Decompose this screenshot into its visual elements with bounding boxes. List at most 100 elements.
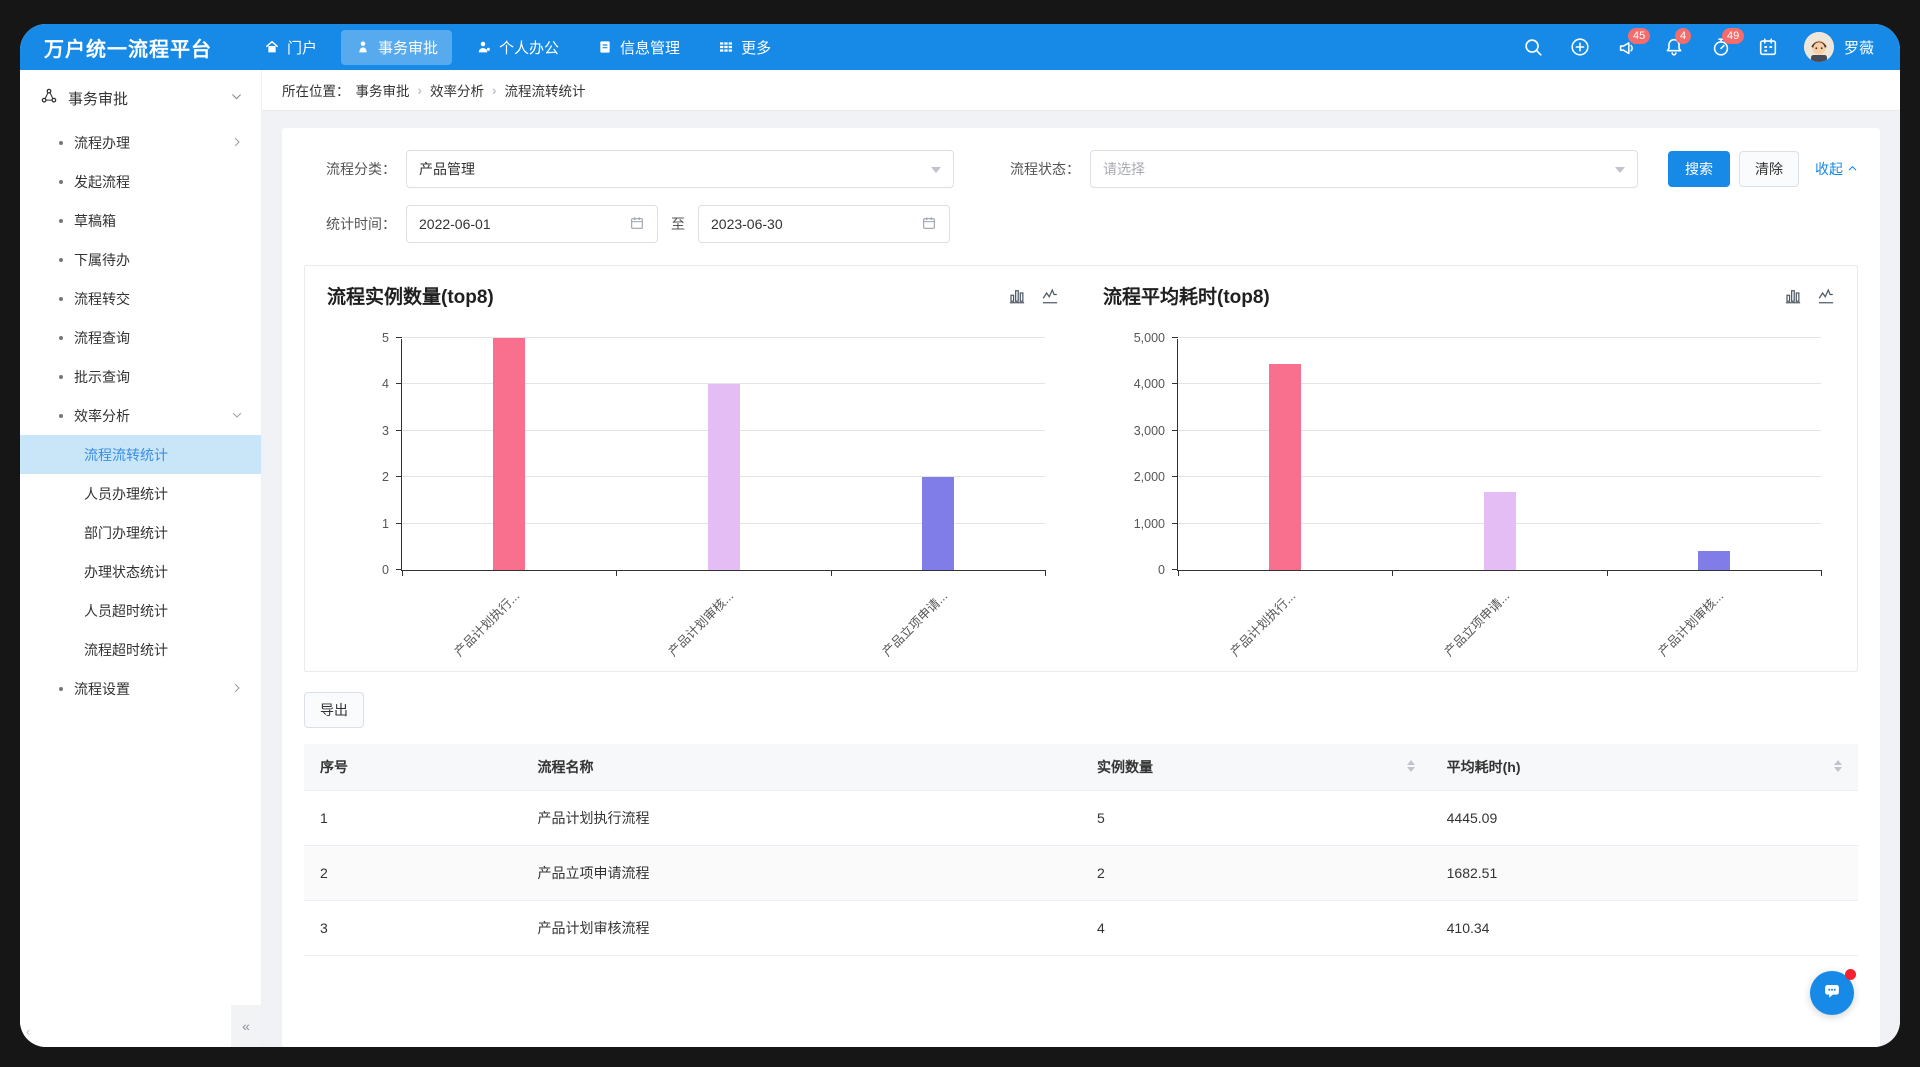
sidebar-header[interactable]: 事务审批 [20, 70, 261, 123]
breadcrumb-item[interactable]: 事务审批 [355, 84, 410, 99]
chevron-right-icon [231, 135, 243, 151]
chart-bar[interactable] [1483, 491, 1516, 570]
top-navbar: 万户统一流程平台 门户 事务审批 个人办公 信息管理 更多 [20, 24, 1900, 70]
export-button[interactable]: 导出 [304, 692, 364, 728]
chart-bar[interactable] [1269, 363, 1302, 570]
bullet [59, 686, 63, 691]
bullet [59, 257, 63, 262]
chart-bar[interactable] [921, 477, 954, 570]
x-axis-tick [830, 570, 832, 576]
sidebar-subitem-process-flow-stats[interactable]: 流程流转统计 [20, 435, 261, 474]
sidebar-subitem-department-stats[interactable]: 部门办理统计 [84, 524, 168, 541]
sidebar-item-drafts[interactable]: 草稿箱 [20, 201, 261, 240]
gridline [1178, 383, 1821, 385]
add-icon[interactable] [1569, 36, 1591, 58]
y-axis-tick-label: 1 [382, 516, 389, 531]
chart-bar[interactable] [1697, 550, 1730, 570]
sidebar-item-process-query[interactable]: 流程查询 [20, 318, 261, 357]
gridline [1178, 429, 1821, 431]
status-filter-label: 流程状态： [1010, 161, 1080, 177]
y-axis-tick [396, 337, 402, 338]
gridline [402, 337, 1045, 338]
sidebar-subitem-process-overtime-stats[interactable]: 流程超时统计 [84, 641, 168, 658]
nav-item-info-management[interactable]: 信息管理 [583, 30, 694, 65]
col-header-process-name: 流程名称 [521, 744, 1081, 791]
bar-chart-toggle-icon[interactable] [1008, 287, 1026, 305]
y-axis-tick [396, 522, 402, 524]
col-header-instance-count[interactable]: 实例数量 [1080, 744, 1431, 791]
breadcrumb-separator: › [417, 82, 423, 98]
y-axis-tick-label: 0 [1158, 563, 1165, 577]
nav-item-personal-office[interactable]: 个人办公 [462, 30, 573, 65]
clear-button[interactable]: 清除 [1739, 151, 1799, 187]
nav-item-portal[interactable]: 门户 [250, 30, 331, 65]
sidebar-subitem-personnel-overtime-stats[interactable]: 人员超时统计 [84, 602, 168, 619]
caret-down-icon [1615, 167, 1625, 173]
user-menu[interactable]: 罗薇 [1803, 32, 1874, 62]
sidebar-item-instruction-query[interactable]: 批示查询 [20, 357, 261, 396]
date-from-input[interactable]: 2022-06-01 [406, 205, 658, 243]
breadcrumb-separator: › [492, 82, 497, 98]
sidebar-item-efficiency-analysis[interactable]: 效率分析 [20, 396, 261, 435]
bullet [59, 140, 63, 145]
sidebar-collapse-button[interactable]: « [231, 1005, 261, 1047]
timer-icon[interactable]: 49 [1710, 28, 1745, 58]
y-axis-tick [1172, 569, 1178, 570]
table-row[interactable]: 3 产品计划审核流程 4 410.34 [304, 900, 1858, 956]
y-axis-tick-label: 4 [382, 377, 389, 392]
announcement-icon[interactable]: 45 [1616, 28, 1651, 58]
breadcrumb-item[interactable]: 效率分析 [430, 84, 484, 99]
avg-duration-chart: 0 1,000 2,000 3,000 4,000 5,000 产品计划执行... 产品立项申… [1134, 331, 1822, 659]
person-icon [476, 39, 492, 55]
chart-bar[interactable] [493, 338, 526, 570]
sidebar-item-process-settings[interactable]: 流程设置 [20, 669, 261, 708]
y-axis-tick [396, 476, 402, 478]
nav-item-more[interactable]: 更多 [704, 30, 785, 65]
scroll-left-arrow[interactable]: ‹ [26, 1024, 31, 1039]
table-row[interactable]: 2 产品立项申请流程 2 1682.51 [304, 845, 1858, 901]
y-axis-tick-label: 1,000 [1133, 516, 1165, 531]
nav-item-approval[interactable]: 事务审批 [341, 29, 453, 65]
date-to-input[interactable]: 2023-06-30 [698, 205, 950, 243]
y-axis-tick-label: 3 [382, 423, 389, 438]
main-nav: 门户 事务审批 个人办公 信息管理 更多 [250, 29, 785, 65]
col-header-avg-duration[interactable]: 平均耗时(h) [1430, 744, 1858, 791]
calendar-icon[interactable] [1757, 36, 1779, 58]
y-axis-tick-label: 2,000 [1133, 470, 1165, 485]
sort-icon[interactable] [1406, 760, 1415, 772]
sidebar-item-subordinate-todo[interactable]: 下属待办 [20, 240, 261, 279]
bar-chart-toggle-icon[interactable] [1784, 287, 1802, 305]
search-button[interactable]: 搜索 [1668, 151, 1730, 187]
search-icon[interactable] [1522, 36, 1544, 58]
y-axis-tick-label: 5 [382, 331, 389, 345]
table-row[interactable]: 1 产品计划执行流程 5 4445.09 [304, 790, 1858, 846]
sort-icon[interactable] [1834, 760, 1842, 772]
x-axis-tick [1045, 570, 1046, 576]
y-axis-tick [1172, 476, 1178, 478]
chart-bar[interactable] [707, 384, 740, 570]
bullet [59, 374, 63, 379]
sidebar-subitem-handle-status-stats[interactable]: 办理状态统计 [84, 563, 168, 580]
bell-icon[interactable]: 4 [1663, 28, 1692, 58]
y-axis-tick-label: 5,000 [1133, 331, 1165, 345]
sidebar-item-start-process[interactable]: 发起流程 [20, 162, 261, 201]
line-chart-toggle-icon[interactable] [1041, 287, 1059, 305]
collapse-filters-link[interactable]: 收起 [1815, 159, 1858, 179]
gridline [1178, 337, 1821, 338]
status-select[interactable]: 请选择 [1090, 150, 1638, 188]
category-select[interactable]: 产品管理 [406, 150, 954, 188]
sidebar-item-process-transfer[interactable]: 流程转交 [20, 279, 261, 318]
app-logo: 万户统一流程平台 [44, 38, 212, 61]
breadcrumb-item[interactable]: 流程流转统计 [504, 84, 586, 99]
sidebar-subitem-personnel-stats[interactable]: 人员办理统计 [84, 485, 168, 502]
bullet [59, 218, 63, 223]
content-panel: 流程分类： 产品管理 流程状态： 请选择 [282, 128, 1880, 1047]
chevron-down-icon [230, 90, 243, 107]
chat-fab-button[interactable] [1810, 969, 1856, 1015]
y-axis-tick [1172, 429, 1178, 431]
line-chart-toggle-icon[interactable] [1817, 287, 1835, 305]
filter-row-2: 统计时间： 2022-06-01 至 2023-06-30 [304, 205, 1858, 243]
sidebar-item-process-handle[interactable]: 流程办理 [20, 123, 261, 162]
user-avatar [1803, 32, 1834, 62]
instance-count-chart-section: 流程实例数量(top8) 0 1 2 3 4 5 产品计划执行... 产品计划审核... 产品立… [305, 266, 1081, 671]
